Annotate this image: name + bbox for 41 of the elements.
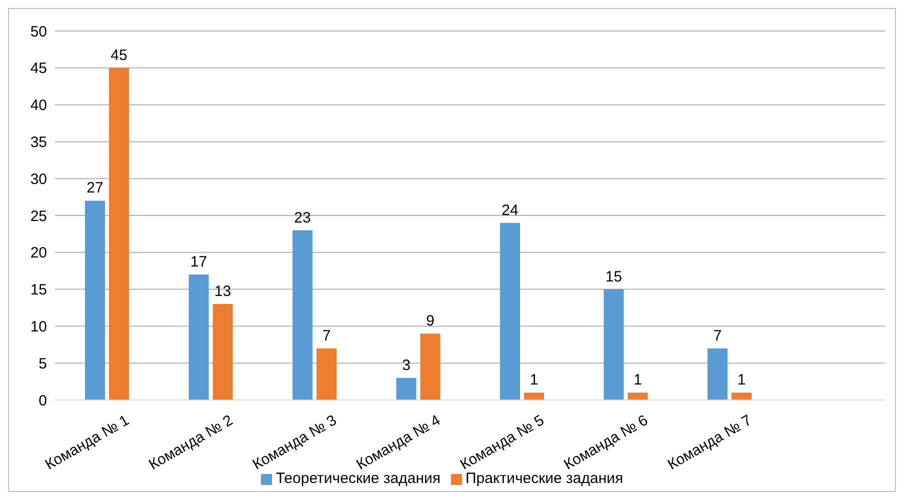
y-tick-label: 50 bbox=[30, 23, 47, 40]
data-label: 27 bbox=[86, 180, 104, 197]
data-label: 23 bbox=[294, 209, 311, 226]
y-tick-label: 45 bbox=[30, 60, 47, 78]
y-tick-label: 15 bbox=[30, 282, 47, 299]
data-label: 13 bbox=[214, 283, 232, 300]
y-tick-label: 25 bbox=[30, 208, 47, 225]
y-tick-label: 5 bbox=[38, 355, 47, 372]
y-tick-label: 35 bbox=[30, 134, 47, 152]
data-label: 9 bbox=[426, 312, 434, 330]
data-label: 45 bbox=[110, 46, 128, 64]
bar bbox=[316, 348, 336, 400]
bar bbox=[85, 200, 105, 400]
bar bbox=[420, 334, 440, 400]
bar bbox=[708, 348, 728, 400]
y-tick-label: 0 bbox=[38, 392, 47, 410]
data-label: 3 bbox=[402, 356, 410, 374]
bar bbox=[109, 68, 129, 400]
bar bbox=[604, 289, 624, 400]
bar bbox=[732, 392, 752, 400]
data-label: 1 bbox=[634, 372, 642, 389]
data-label: 17 bbox=[190, 254, 208, 271]
legend-label: Теоретические задания bbox=[276, 470, 440, 487]
y-tick-label: 20 bbox=[30, 244, 47, 262]
y-tick-label: 10 bbox=[30, 318, 47, 336]
bar bbox=[396, 378, 416, 400]
bar bbox=[628, 392, 648, 400]
bar bbox=[188, 274, 209, 400]
legend-label: Практические задания bbox=[466, 470, 624, 487]
y-tick-label: 30 bbox=[30, 170, 47, 188]
y-tick-label: 40 bbox=[30, 97, 47, 114]
data-label: 15 bbox=[605, 268, 622, 286]
data-label: 7 bbox=[713, 327, 722, 344]
bar bbox=[212, 304, 233, 400]
bar bbox=[524, 392, 544, 400]
data-label: 7 bbox=[322, 327, 331, 344]
bar bbox=[292, 230, 312, 400]
data-label: 1 bbox=[530, 372, 538, 389]
bar bbox=[500, 222, 520, 400]
data-label: 1 bbox=[737, 372, 746, 389]
data-label: 24 bbox=[502, 202, 518, 219]
